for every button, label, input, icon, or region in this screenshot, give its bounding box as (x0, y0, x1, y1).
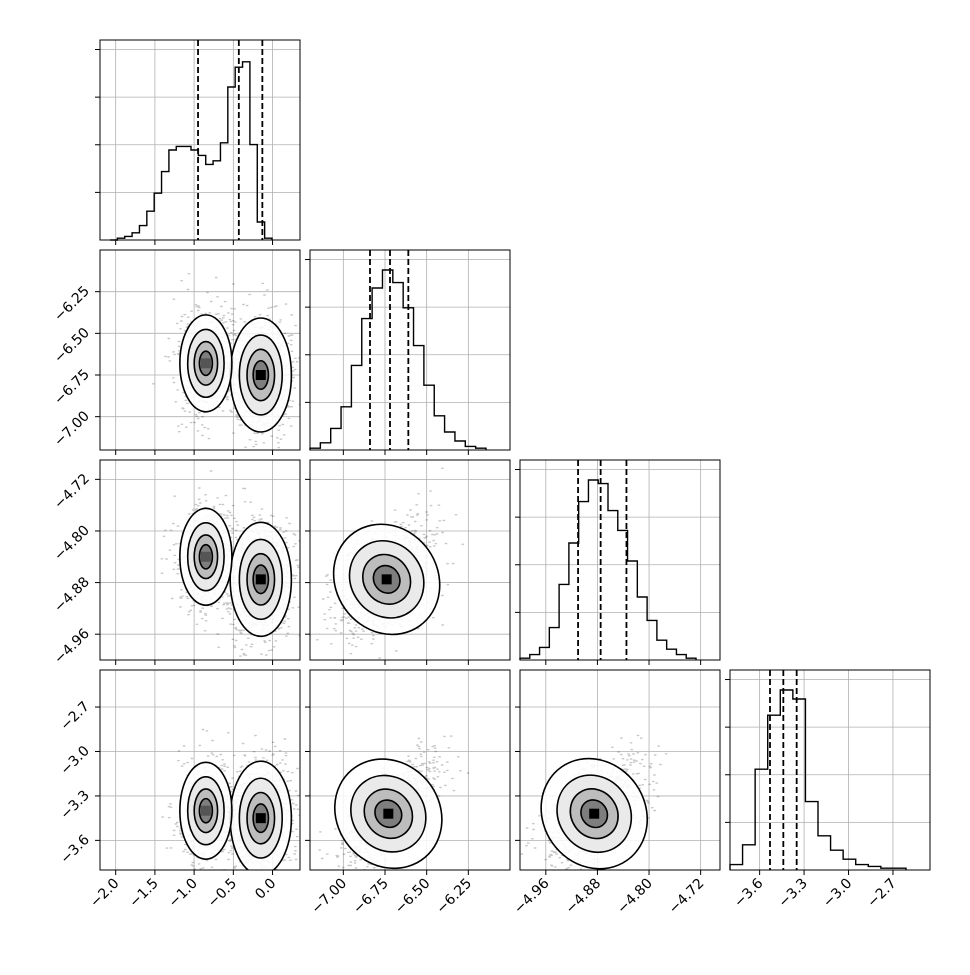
density-panel-1-4 (99, 669, 301, 871)
panel-frame (729, 669, 931, 871)
y-tick-label: −4.88 (51, 574, 93, 616)
density-peak (255, 574, 266, 585)
panel-frame (309, 669, 511, 871)
panel-frame (99, 669, 301, 871)
histogram-step (519, 479, 697, 660)
y-tick-label: −4.80 (51, 522, 93, 564)
density-content (161, 728, 300, 870)
density-content (315, 467, 465, 659)
x-tick-label: −0.5 (205, 876, 240, 911)
x-tick-label: −4.88 (563, 876, 605, 918)
x-tick-label: 0.0 (252, 876, 279, 903)
hist-panel-3 (515, 459, 721, 661)
x-tick-label: −7.00 (309, 876, 351, 918)
y-tick-label: −4.72 (51, 471, 93, 513)
y-tick-label: −2.7 (57, 699, 92, 734)
x-tick-label: −6.25 (434, 876, 476, 918)
x-tick-label: −4.80 (614, 876, 656, 918)
x-tick-label: −4.72 (666, 876, 708, 918)
panel-frame (309, 459, 511, 661)
x-tick-label: −6.75 (350, 876, 392, 918)
y-tick-label: −6.75 (51, 367, 93, 409)
hist-panel-1 (95, 39, 301, 241)
density-peak (381, 574, 392, 585)
panel-frame (99, 39, 301, 241)
y-tick-label: −6.25 (51, 283, 93, 325)
density-panel-3-4 (519, 669, 721, 871)
y-tick-label: −3.6 (57, 832, 92, 867)
panel-frame (519, 669, 721, 871)
density-content (160, 470, 300, 657)
density-peak (200, 358, 211, 369)
density-panel-1-2 (99, 249, 301, 451)
panel-frame (519, 459, 721, 661)
y-tick-label: −4.96 (51, 626, 93, 668)
density-peak (383, 808, 394, 819)
histogram-step (110, 61, 273, 241)
x-tick-label: −1.0 (166, 876, 201, 911)
hist-panel-2 (305, 249, 511, 451)
x-tick-label: −2.0 (87, 876, 122, 911)
histogram-step (729, 689, 907, 870)
x-tick-label: −1.5 (126, 876, 161, 911)
histogram-step (309, 269, 487, 450)
hist-panel-4 (725, 669, 931, 871)
y-tick-label: −6.50 (51, 325, 93, 367)
x-tick-label: −2.7 (864, 876, 899, 911)
density-panel-2-4 (309, 669, 511, 871)
density-peak (200, 805, 211, 816)
density-peak (255, 370, 266, 380)
density-content (520, 734, 668, 870)
x-tick-label: −6.50 (392, 876, 434, 918)
density-panel-1-3 (99, 459, 301, 661)
density-peak (255, 813, 266, 824)
panel-frame (309, 249, 511, 451)
y-tick-label: −7.00 (51, 408, 93, 450)
y-tick-label: −3.3 (57, 787, 92, 822)
density-panel-2-3 (309, 459, 511, 661)
x-tick-label: −3.0 (820, 876, 855, 911)
density-content (151, 273, 300, 449)
x-tick-label: −4.96 (511, 875, 553, 917)
x-tick-label: −3.3 (776, 876, 811, 911)
x-tick-label: −3.6 (731, 875, 766, 910)
y-tick-label: −3.0 (57, 743, 92, 778)
density-peak (589, 808, 600, 819)
panel-frame (99, 249, 301, 451)
density-peak (200, 551, 211, 562)
panel-frame (99, 459, 301, 661)
density-content (318, 735, 470, 870)
